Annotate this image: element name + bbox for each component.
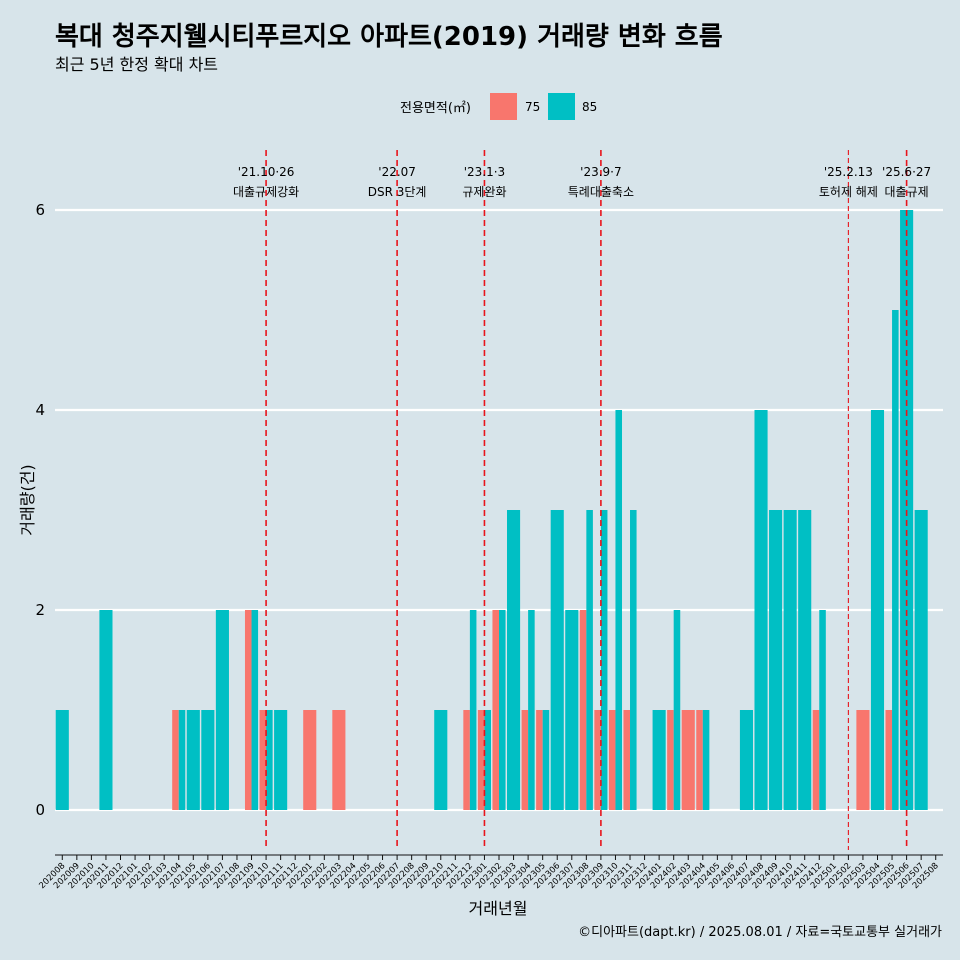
y-axis-title: 거래량(건) xyxy=(18,464,37,535)
bar-85-202104 xyxy=(178,710,186,810)
bar-85-202008 xyxy=(55,710,69,810)
bar-75-202110 xyxy=(259,710,267,810)
bar-85-202408 xyxy=(754,410,768,810)
legend-swatch-85 xyxy=(548,93,575,120)
bar-75-202212 xyxy=(463,710,470,810)
bar-75-202402 xyxy=(667,710,674,810)
bar-85-202210 xyxy=(434,710,448,810)
event-date-label: '25.6·27 xyxy=(882,165,931,179)
chart-subtitle: 최근 5년 한정 확대 차트 xyxy=(55,55,218,74)
bar-85-202308 xyxy=(586,510,593,810)
bar-75-202311 xyxy=(623,710,631,810)
y-tick-label: 2 xyxy=(35,601,45,619)
bar-85-202109 xyxy=(251,610,259,810)
y-axis: 0 2 4 6 xyxy=(35,201,45,819)
legend: 전용면적(㎡) 75 85 xyxy=(400,93,597,120)
bar-75-202304 xyxy=(521,710,529,810)
legend-title: 전용면적(㎡) xyxy=(400,101,471,116)
bar-85-202404 xyxy=(702,710,710,810)
x-axis-title: 거래년월 xyxy=(469,899,528,918)
bar-85-202301 xyxy=(484,710,491,810)
bar-75-202505 xyxy=(885,710,893,810)
bar-75-202305 xyxy=(536,710,543,810)
bar-85-202307 xyxy=(565,610,579,810)
bar-85-202411 xyxy=(798,510,812,810)
bar-85-202304 xyxy=(528,610,535,810)
bar-85-202507 xyxy=(914,510,928,810)
bar-85-202401 xyxy=(652,710,666,810)
legend-label-75: 75 xyxy=(525,100,540,114)
bar-85-202305 xyxy=(542,710,550,810)
y-tick-label: 0 xyxy=(35,801,45,819)
bar-85-202212 xyxy=(469,610,477,810)
event-date-label: '22.07 xyxy=(378,165,416,179)
y-tick-label: 4 xyxy=(35,401,45,419)
bar-75-202302 xyxy=(492,610,499,810)
legend-label-85: 85 xyxy=(582,100,597,114)
chart-title: 복대 청주지웰시티푸르지오 아파트(2019) 거래량 변화 흐름 xyxy=(55,22,723,52)
legend-swatch-75 xyxy=(490,93,517,120)
event-desc-label: 대출규제강화 xyxy=(233,185,299,199)
bar-75-202104 xyxy=(172,710,179,810)
bar-85-202407 xyxy=(739,710,754,810)
event-date-label: '25.2.13 xyxy=(824,165,873,179)
bar-85-202107 xyxy=(215,610,229,810)
bar-75-202203 xyxy=(332,710,346,810)
bar-75-202412 xyxy=(812,710,820,810)
bar-85-202505 xyxy=(892,310,899,810)
event-desc-label: DSR 3단계 xyxy=(368,185,427,199)
event-desc-label: 토허제 해제 xyxy=(819,185,878,199)
bar-85-202410 xyxy=(783,510,797,810)
bar-75-202301 xyxy=(477,710,485,810)
bar-85-202504 xyxy=(870,410,885,810)
bar-85-202310 xyxy=(615,410,623,810)
bar-75-202309 xyxy=(594,710,601,810)
bar-75-202109 xyxy=(244,610,252,810)
bar-75-202503 xyxy=(856,710,870,810)
bar-85-202412 xyxy=(819,610,826,810)
event-lines: '21.10·26 대출규제강화 '22.07 DSR 3단계 '23.1·3 규제완화 '… xyxy=(233,150,931,850)
bar-75-202201 xyxy=(303,710,317,810)
event-desc-label: 대출규제 xyxy=(885,185,929,199)
event-date-label: '23.9·7 xyxy=(580,165,621,179)
bar-85-202011 xyxy=(99,610,113,810)
event-desc-label: 특례대출축소 xyxy=(568,185,634,199)
bar-85-202303 xyxy=(507,510,521,810)
bar-75-202404 xyxy=(696,710,703,810)
bar-85-202302 xyxy=(499,610,506,810)
bar-75-202308 xyxy=(579,610,587,810)
chart-caption: ©디아파트(dapt.kr) / 2025.08.01 / 자료=국토교통부 실… xyxy=(578,925,942,940)
event-date-label: '23.1·3 xyxy=(464,165,505,179)
event-date-label: '21.10·26 xyxy=(238,165,295,179)
bar-85-202106 xyxy=(201,710,215,810)
bar-85-202110 xyxy=(266,710,273,810)
bar-85-202311 xyxy=(630,510,637,810)
bar-75-202403 xyxy=(681,710,695,810)
bar-85-202105 xyxy=(186,710,200,810)
bar-75-202310 xyxy=(608,710,616,810)
bar-85-202111 xyxy=(274,710,288,810)
bar-85-202402 xyxy=(673,610,681,810)
y-tick-label: 6 xyxy=(35,201,45,219)
event-desc-label: 규제완화 xyxy=(462,185,506,199)
bar-85-202409 xyxy=(769,510,783,810)
bar-85-202309 xyxy=(600,510,608,810)
bar-85-202306 xyxy=(550,510,564,810)
bars xyxy=(55,210,928,810)
x-axis: 2020082020092020102020112020122021012021… xyxy=(37,854,943,891)
